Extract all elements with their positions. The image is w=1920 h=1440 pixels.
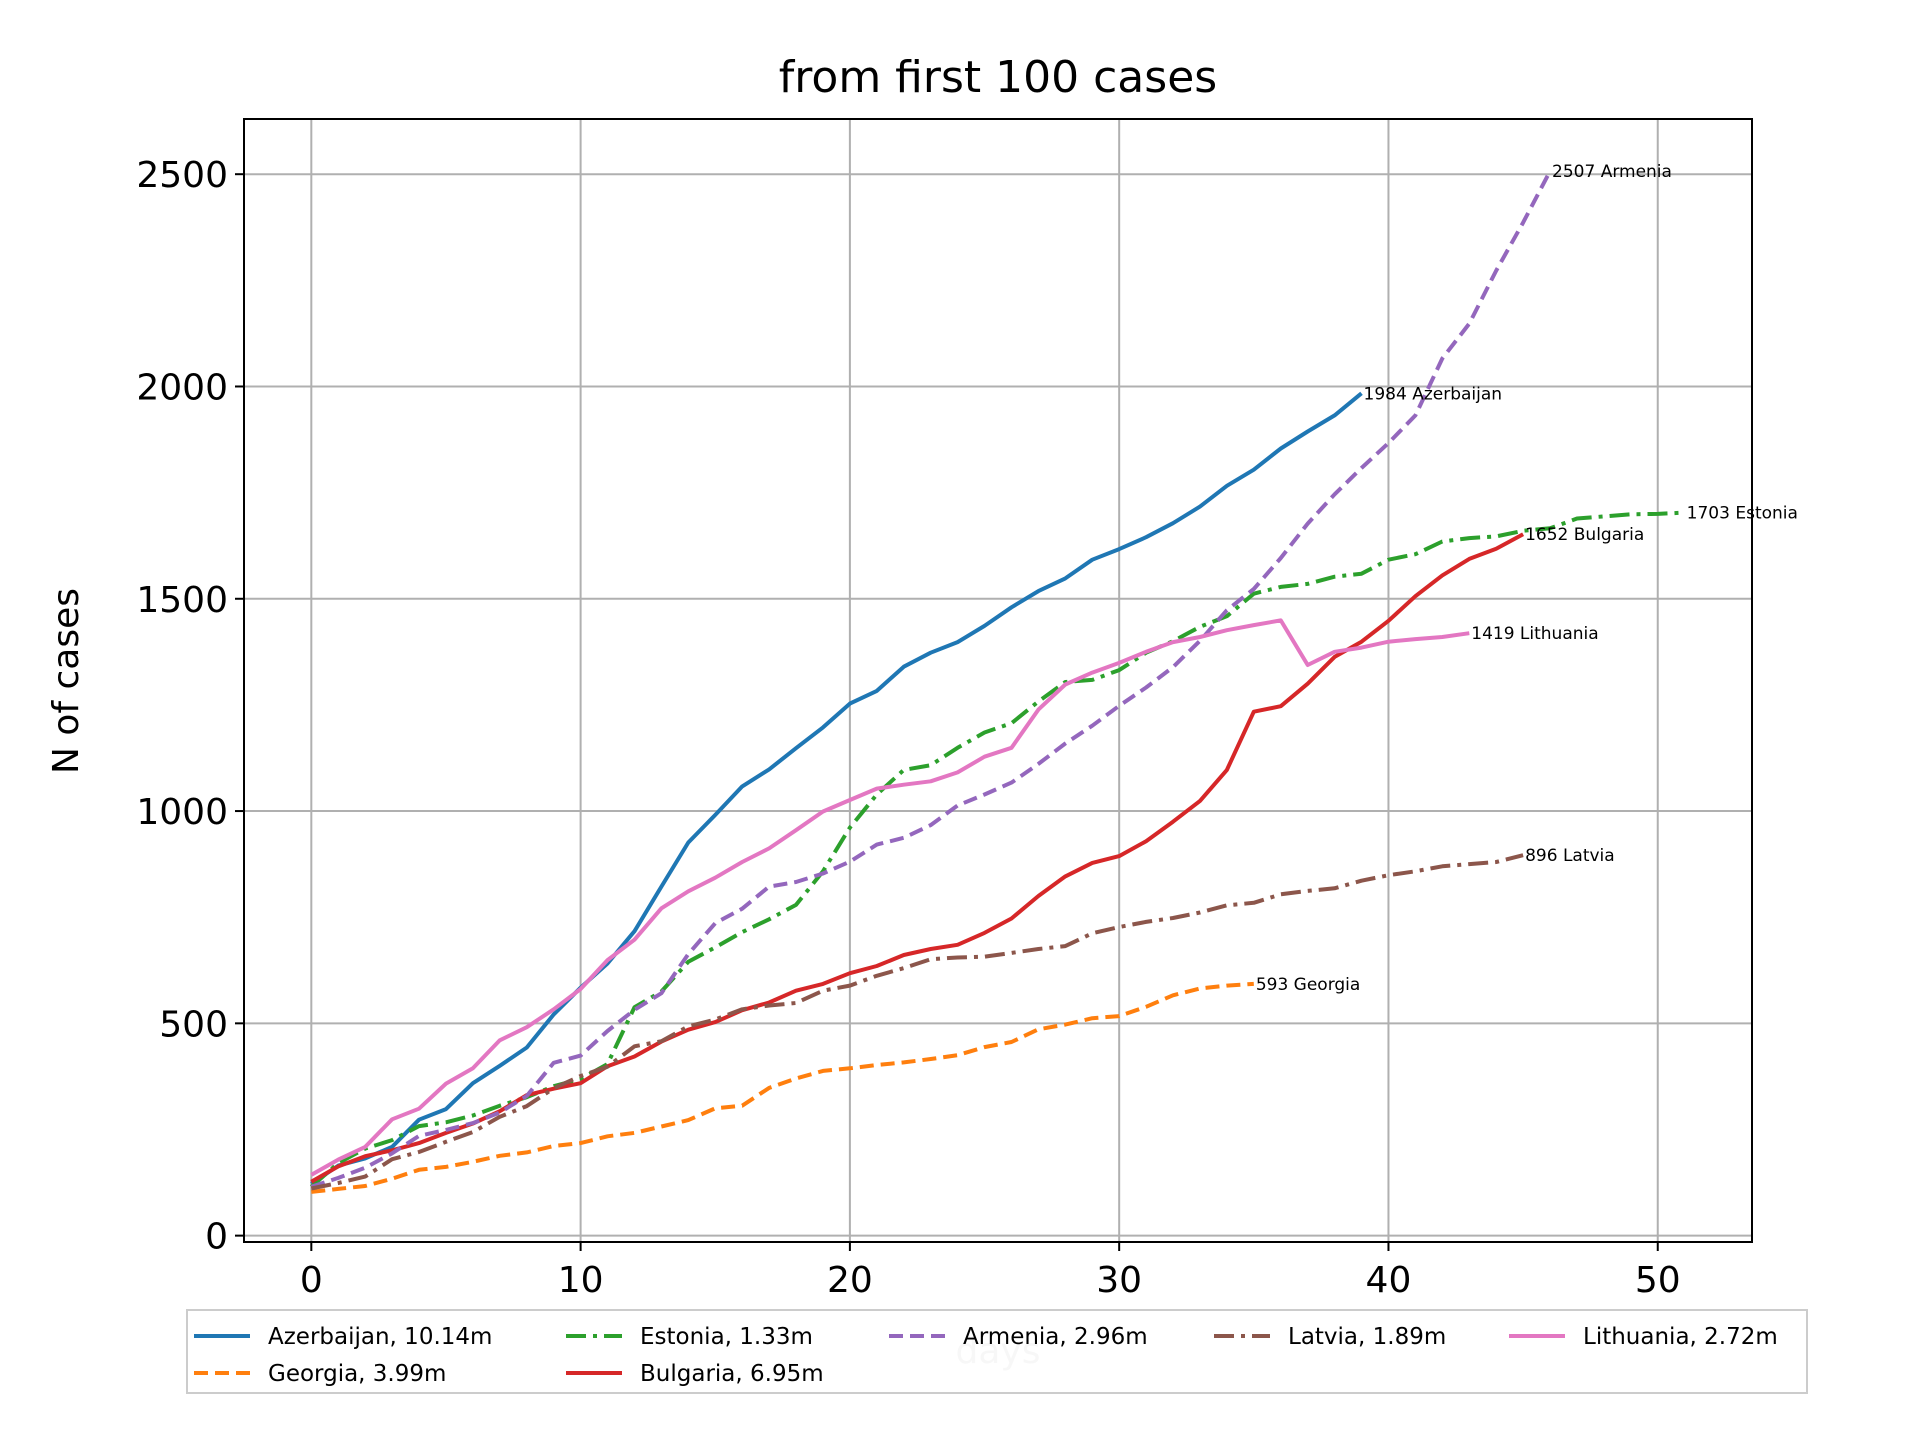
grid: [244, 119, 1752, 1242]
x-tick-label: 10: [558, 1260, 604, 1301]
series-line: [310, 853, 1524, 1191]
series-end-label: 896 Latvia: [1525, 846, 1615, 866]
series-line: [311, 981, 1254, 1194]
series-line: [310, 170, 1552, 1189]
y-tick-label: 1000: [136, 792, 228, 833]
y-tick-label: 2500: [136, 155, 228, 196]
chart-title: from first 100 cases: [779, 52, 1217, 103]
legend-entry-label: Bulgaria, 6.95m: [640, 1361, 824, 1387]
legend-entry-label: Georgia, 3.99m: [268, 1361, 446, 1387]
series-lines: [309, 170, 1685, 1194]
legend: Azerbaijan, 10.14m Georgia, 3.99m Estonia,…: [186, 1309, 1808, 1394]
series-line: [310, 391, 1363, 1186]
y-axis-label: N of cases: [46, 588, 87, 774]
series-line: [310, 618, 1470, 1177]
series-end-label: 1652 Bulgaria: [1525, 525, 1644, 545]
x-tick-label: 0: [300, 1260, 323, 1301]
y-tick-label: 2000: [136, 367, 228, 408]
x-tick-label: 40: [1366, 1260, 1412, 1301]
y-tick-label: 500: [159, 1004, 228, 1045]
legend-entry-label: Azerbaijan, 10.14m: [268, 1324, 492, 1350]
series-end-label: 1419 Lithuania: [1471, 624, 1598, 644]
series-end-label: 2507 Armenia: [1552, 162, 1672, 182]
series-end-label: 593 Georgia: [1256, 975, 1361, 995]
end-labels: 1984 Azerbaijan 593 Georgia 1703 Estonia 16…: [1256, 162, 1798, 995]
legend-box: [186, 1309, 1808, 1394]
x-tick-label: 50: [1635, 1260, 1681, 1301]
series-end-label: 1984 Azerbaijan: [1364, 384, 1503, 404]
series-end-label: 1703 Estonia: [1687, 504, 1798, 524]
legend-entry-label: Estonia, 1.33m: [640, 1324, 813, 1350]
x-tick-label: 20: [827, 1260, 873, 1301]
plot-frame: [243, 118, 1753, 1243]
y-tick-label: 1500: [136, 580, 228, 621]
legend-entry-label: Latvia, 1.89m: [1288, 1324, 1446, 1350]
legend-entry-label: Armenia, 2.96m: [963, 1324, 1148, 1350]
x-tick-label: 30: [1096, 1260, 1142, 1301]
y-tick-label: 0: [205, 1217, 228, 1258]
legend-entry-label: Lithuania, 2.72m: [1583, 1324, 1778, 1350]
